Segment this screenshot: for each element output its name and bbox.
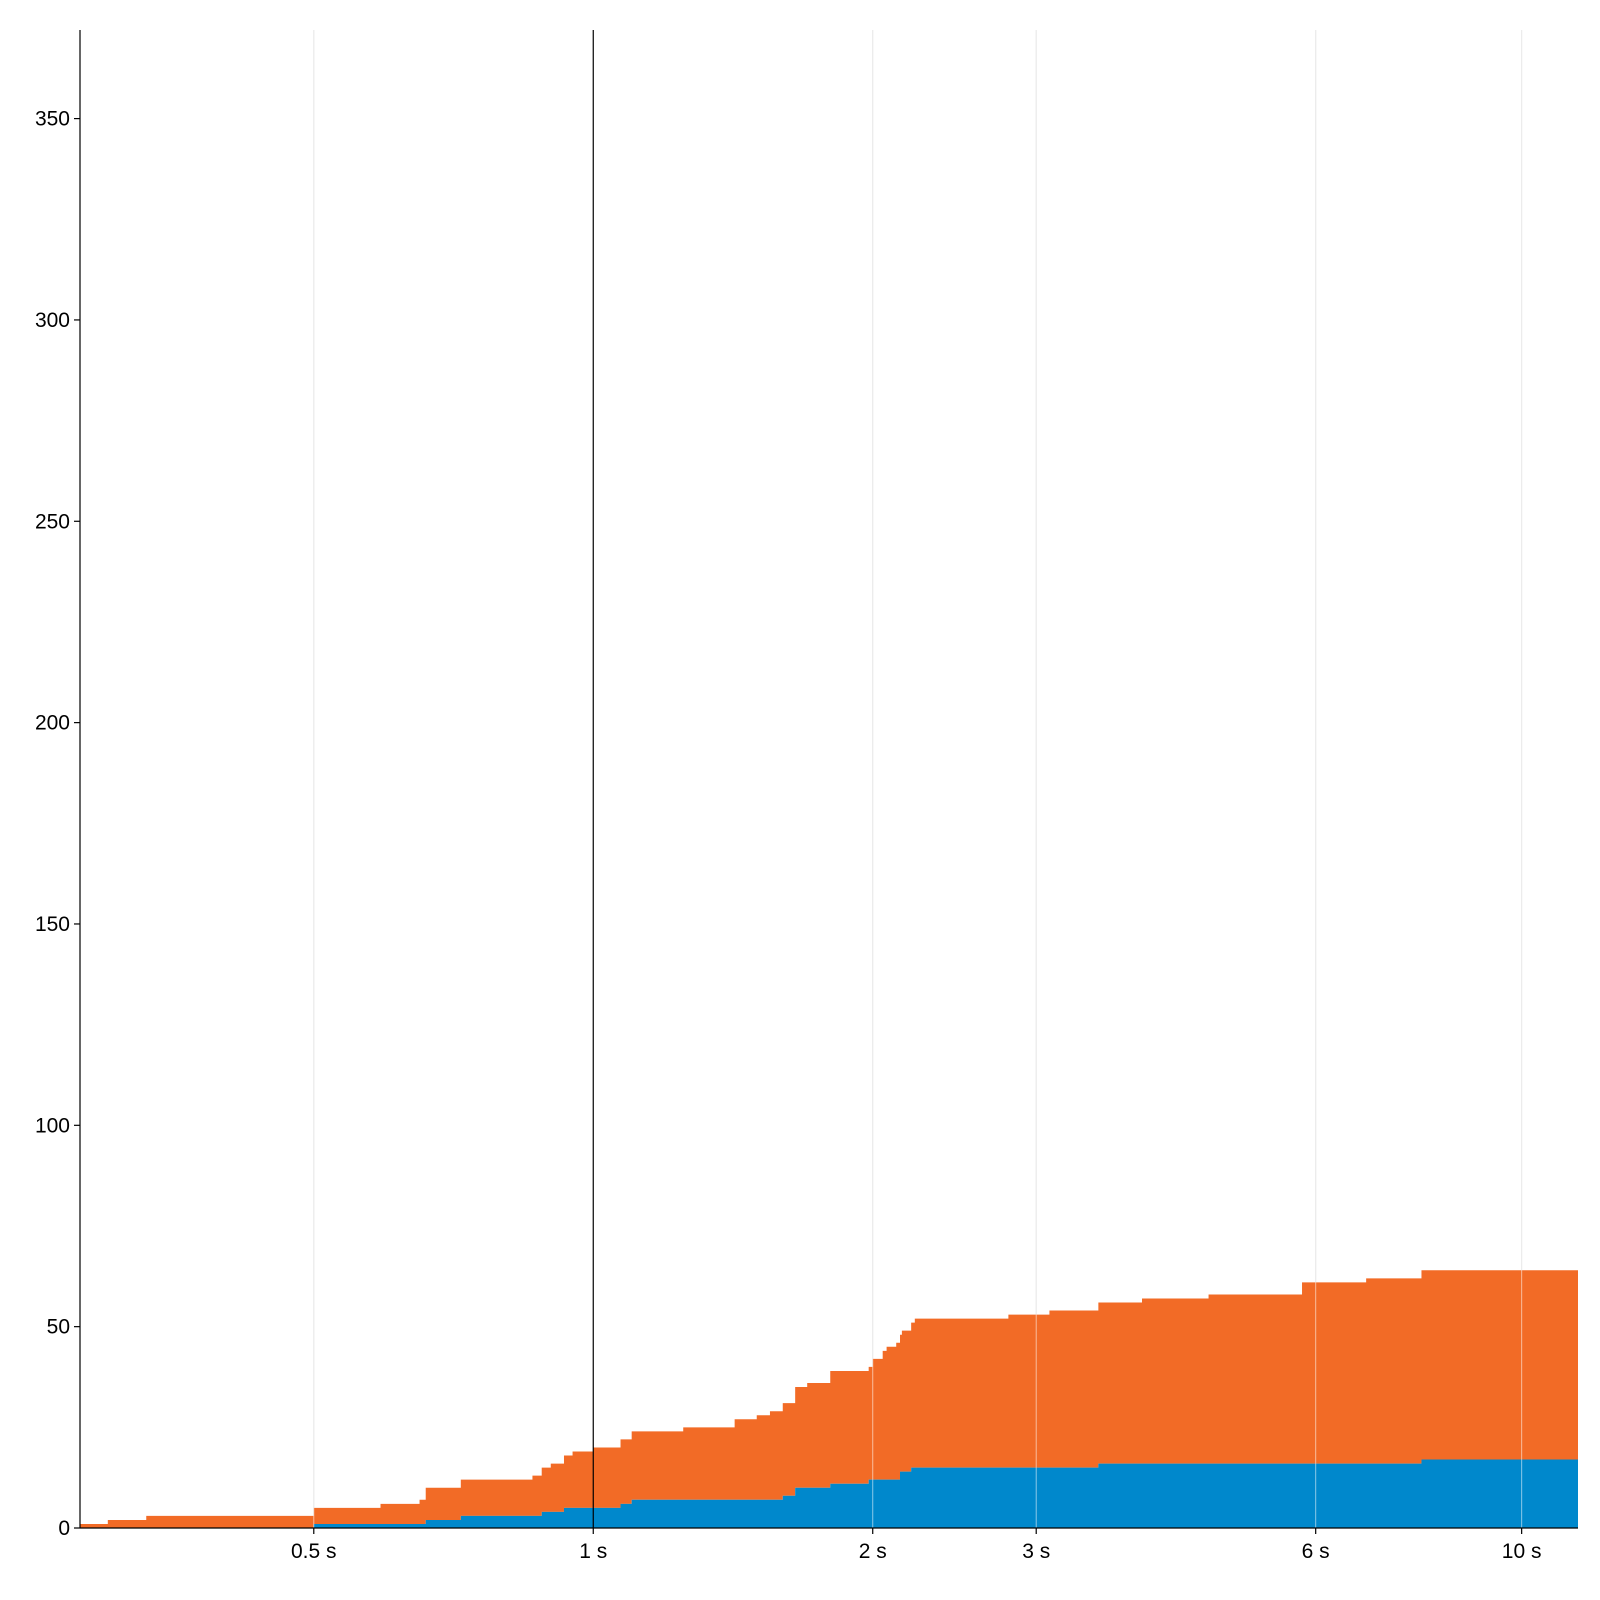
reference-lines bbox=[313, 30, 1523, 1528]
y-tick-label-4: 200 bbox=[35, 712, 70, 735]
x-tick-label-4: 6 s bbox=[1302, 1540, 1330, 1563]
y-tick-label-3: 150 bbox=[35, 913, 70, 936]
x-tick-label-2: 2 s bbox=[859, 1540, 887, 1563]
y-tick-label-2: 100 bbox=[35, 1114, 70, 1137]
x-tick-label-5: 10 s bbox=[1502, 1540, 1542, 1563]
x-tick-label-3: 3 s bbox=[1022, 1540, 1050, 1563]
series-upper-area bbox=[80, 1270, 1578, 1528]
axes bbox=[74, 30, 1578, 1534]
y-tick-label-7: 350 bbox=[35, 108, 70, 131]
area-series bbox=[80, 1270, 1578, 1528]
y-tick-label-1: 50 bbox=[47, 1316, 70, 1339]
y-tick-label-0: 0 bbox=[58, 1517, 70, 1540]
series-lower-area bbox=[80, 1459, 1578, 1528]
x-tick-label-0: 0.5 s bbox=[291, 1540, 337, 1563]
tick-labels: 0 50 100 150 200 250 300 350 0.5 s 1 s 2 s 3 s 6 s 10… bbox=[35, 108, 1542, 1563]
x-tick-label-1: 1 s bbox=[579, 1540, 607, 1563]
y-tick-label-6: 300 bbox=[35, 309, 70, 332]
y-tick-label-5: 250 bbox=[35, 510, 70, 533]
